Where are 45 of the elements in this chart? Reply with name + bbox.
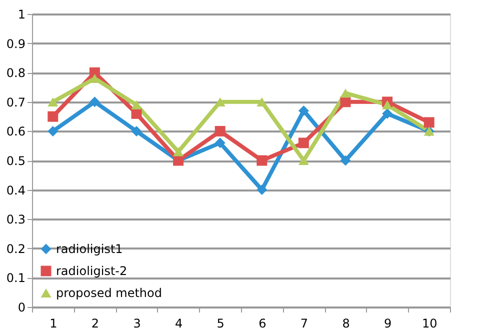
x-tick-label: 7	[300, 316, 308, 330]
y-tick-label: 0.1	[6, 271, 26, 286]
point	[256, 155, 268, 166]
point	[340, 155, 351, 166]
y-tick-label: 0.6	[6, 124, 26, 139]
point	[89, 96, 100, 108]
y-tick-label: 0	[18, 300, 26, 314]
point	[89, 67, 100, 78]
point	[298, 138, 309, 148]
x-tick-label: 3	[133, 316, 141, 330]
legend-label: radioligist-2	[56, 264, 128, 278]
x-tick-label: 10	[422, 316, 438, 330]
x-tick-label: 6	[258, 316, 266, 330]
point	[173, 147, 184, 156]
point	[298, 156, 309, 166]
point	[298, 105, 309, 116]
y-tick-label: 0.9	[6, 36, 26, 51]
y-tick-label: 0.8	[6, 66, 26, 80]
point	[214, 126, 226, 136]
point	[382, 108, 393, 119]
legend-label: radioligist1	[56, 242, 123, 256]
y-tick-label: 0.4	[6, 183, 26, 198]
legend-label: proposed method	[56, 286, 162, 300]
x-tick-label: 1	[50, 316, 58, 330]
x-tick-label: 8	[342, 316, 350, 330]
point	[424, 117, 434, 128]
point	[48, 111, 58, 122]
y-tick-label: 0.5	[6, 154, 26, 168]
y-tick-label: 0.2	[6, 242, 26, 256]
y-tick-label: 0.3	[6, 212, 26, 227]
point	[256, 97, 268, 106]
x-tick-label: 4	[174, 316, 183, 330]
point	[131, 126, 142, 136]
point	[382, 100, 393, 110]
y-tick-label: 0.7	[6, 95, 26, 110]
point	[340, 88, 351, 98]
point	[214, 138, 226, 148]
point	[48, 126, 58, 136]
point	[131, 100, 142, 110]
x-tick-label: 5	[216, 316, 224, 330]
y-tick-label: 1	[18, 8, 26, 22]
x-tick-label: 2	[91, 316, 100, 330]
point	[48, 97, 58, 106]
point	[256, 184, 268, 196]
x-tick-label: 9	[384, 316, 392, 330]
